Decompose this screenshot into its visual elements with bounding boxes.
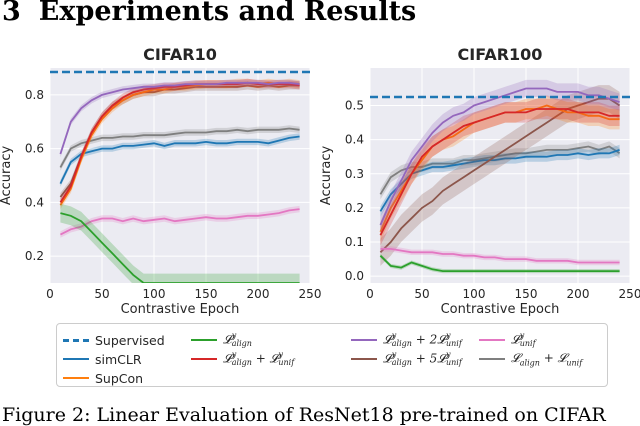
legend-entry-simclr: simCLR [63, 350, 142, 368]
x-tick-label: 100 [463, 287, 486, 301]
y-tick-label: 0.8 [25, 88, 44, 102]
legend-swatch [479, 358, 505, 360]
legend-label: SupCon [95, 370, 144, 386]
series-line-align_2unif [59, 81, 300, 155]
y-tick-label: 0.3 [345, 167, 364, 181]
section-number: 3 [2, 0, 21, 27]
chart-title: CIFAR100 [458, 45, 543, 64]
band-align_5unif [380, 85, 620, 266]
series-line-align_unif_ns [59, 127, 300, 168]
y-tick-label: 0.4 [25, 195, 44, 209]
x-axis-label: Contrastive Epoch [441, 302, 560, 317]
plot-area [50, 68, 310, 283]
x-tick-label: 150 [195, 287, 218, 301]
x-tick-label: 0 [46, 287, 54, 301]
section-title: Experiments and Results [38, 0, 417, 27]
legend-swatch [351, 339, 377, 341]
chart-panel-1: 0 50 100 150 200 250 0.2 0.4 0.6 0.8 CIFAR10 Contra… [0, 45, 321, 317]
y-axis-label: Accuracy [319, 146, 334, 206]
chart-panel-2: 0 50 100 150 200 250 0.0 0.1 0.2 0.3 0.4 0.5 CIFAR10… [319, 45, 640, 317]
series-line-align_unif [59, 81, 300, 203]
y-axis-label: Accuracy [0, 146, 14, 206]
y-tick-label: 0.4 [345, 133, 364, 147]
band-align [60, 203, 300, 283]
series-line-align [379, 255, 620, 273]
x-axis-label: Contrastive Epoch [121, 302, 240, 317]
x-tick-label: 250 [299, 287, 322, 301]
band-align_2unif [380, 79, 620, 234]
x-tick-label: 0 [366, 287, 374, 301]
plot-area [370, 68, 630, 283]
x-tick-label: 50 [414, 287, 429, 301]
x-tick-label: 200 [567, 287, 590, 301]
series-line-align_unif [379, 108, 620, 236]
chart-title: CIFAR10 [143, 45, 217, 64]
legend-swatch [63, 358, 89, 360]
series-line-unif [380, 247, 620, 264]
series-line-simclr [59, 135, 300, 184]
x-tick-label: 50 [94, 287, 109, 301]
y-tick-label: 0.6 [25, 142, 44, 156]
legend-swatch [191, 358, 217, 360]
section-heading: 3 Experiments and Results [2, 0, 416, 27]
series-line-align_5unif [379, 97, 621, 253]
x-tick-label: 150 [515, 287, 538, 301]
x-tick-label: 250 [619, 287, 640, 301]
legend-swatch [479, 339, 505, 341]
legend-entry-supcon: SupCon [63, 369, 143, 387]
y-tick-label: 0.0 [345, 269, 364, 283]
legend-entry-supervised: Supervised [63, 331, 165, 349]
figure-caption: Figure 2: Linear Evaluation of ResNet18 … [2, 404, 606, 426]
series-line-align_2unif [379, 87, 620, 226]
band-supcon [380, 95, 620, 242]
legend-label: 𝓛align + 𝓛unif [511, 350, 583, 368]
y-tick-label: 0.1 [345, 235, 364, 249]
legend-swatch [63, 338, 89, 342]
legend-label: Supervised [95, 332, 165, 348]
legend-swatch [191, 339, 217, 341]
figure-charts: 0 50 100 150 200 250 0.2 0.4 0.6 0.8 CIFAR10 Contra… [0, 45, 640, 317]
series-line-align [60, 212, 300, 283]
x-tick-label: 100 [143, 287, 166, 301]
x-tick-label: 200 [247, 287, 270, 301]
legend-label: simCLR [95, 351, 142, 367]
series-line-simclr [379, 149, 620, 212]
band-unif [60, 205, 300, 238]
y-tick-label: 0.5 [345, 99, 364, 113]
series-line-unif [59, 208, 300, 236]
y-tick-label: 0.2 [345, 201, 364, 215]
band-simclr [380, 144, 620, 217]
plot-content [50, 70, 310, 283]
series-line-align_unif_ns [379, 145, 621, 195]
legend-swatch [63, 377, 89, 379]
legend-entry-align_unif_ns: 𝓛align + 𝓛unif [479, 350, 582, 368]
y-tick-label: 0.2 [25, 249, 44, 263]
plot-content [370, 79, 630, 274]
band-align_unif [380, 98, 620, 246]
legend-swatch [351, 358, 377, 360]
